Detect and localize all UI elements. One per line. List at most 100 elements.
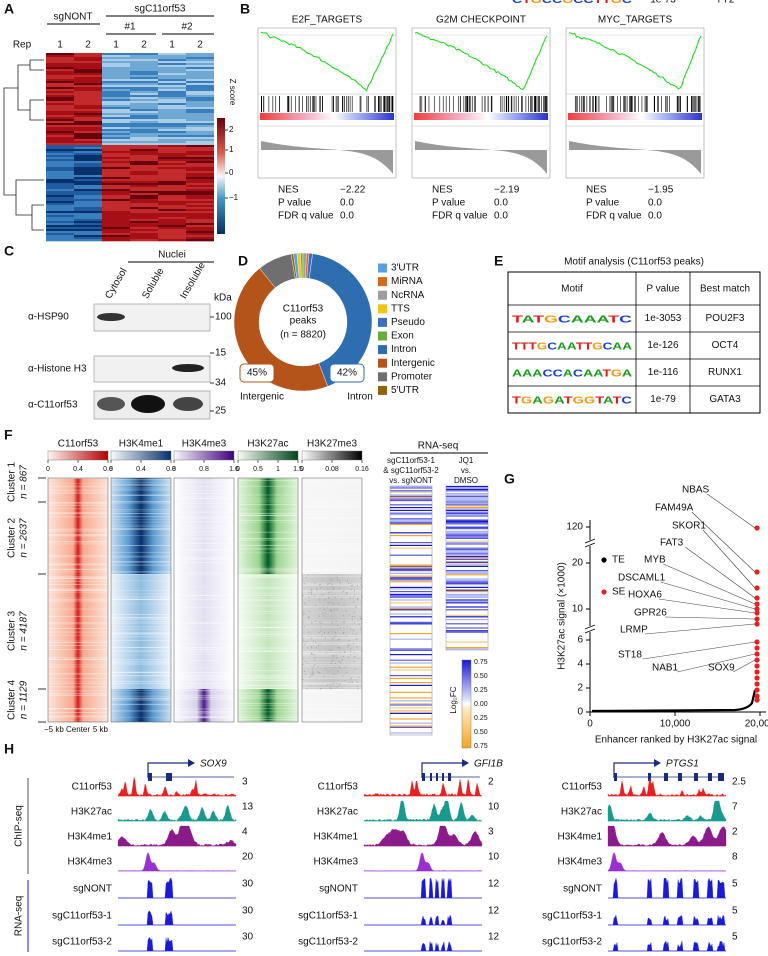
heatmap-cell xyxy=(130,199,158,202)
se-point xyxy=(754,616,760,622)
heatmap-texture xyxy=(336,686,338,688)
heatmap-cell xyxy=(74,147,102,150)
heatmap-texture xyxy=(302,605,362,607)
rep-label: 1 xyxy=(57,40,63,51)
heatmap-cell xyxy=(158,85,186,88)
heatmap-cell xyxy=(130,61,158,64)
heatmap-texture xyxy=(302,607,362,609)
heatmap-cell xyxy=(130,127,158,130)
heatmap-texture xyxy=(111,564,171,566)
heatmap-cell xyxy=(102,167,130,170)
heatmap-row xyxy=(390,684,432,686)
legend-swatch xyxy=(378,317,387,327)
heatmap-texture xyxy=(48,543,108,545)
heatmap-row xyxy=(446,530,488,532)
heatmap-texture xyxy=(48,608,108,610)
heatmap-cell xyxy=(102,141,130,144)
heatmap-texture xyxy=(319,607,321,609)
heatmap-texture xyxy=(48,666,108,668)
stat-value: −2.22 xyxy=(340,185,366,196)
callout-box xyxy=(329,363,365,383)
heatmap-cell xyxy=(46,87,74,90)
heatmap-texture xyxy=(307,640,309,642)
heatmap-cell xyxy=(130,165,158,168)
heatmap-texture xyxy=(353,622,355,624)
heatmap-texture xyxy=(314,582,316,584)
heatmap-row xyxy=(390,669,432,671)
heatmap-cell xyxy=(130,67,158,70)
se-point xyxy=(754,657,760,663)
heatmap-row xyxy=(446,561,488,563)
heatmap-texture xyxy=(356,646,358,648)
se-point xyxy=(754,687,760,693)
gene-label: GPR26 xyxy=(634,608,667,619)
motif-letter: T xyxy=(529,341,537,352)
gsea-title: E2F_TARGETS xyxy=(292,15,363,26)
heatmap-cell xyxy=(74,125,102,128)
heatmap-texture xyxy=(314,595,316,597)
gene-label: FAT3 xyxy=(660,538,684,549)
y-tick-label: 120 xyxy=(566,522,583,533)
heatmap-texture xyxy=(174,518,234,520)
heatmap-cell xyxy=(74,105,102,108)
heatmap-texture xyxy=(111,703,171,705)
heatmap-texture xyxy=(339,580,341,582)
heatmap-cell xyxy=(46,225,74,228)
best-match: RUNX1 xyxy=(708,367,742,378)
heatmap-texture xyxy=(238,512,298,514)
heatmap-texture xyxy=(337,624,339,626)
heatmap-texture xyxy=(310,592,312,594)
heatmap-texture xyxy=(174,503,234,504)
exon xyxy=(718,773,724,781)
heatmap-row xyxy=(446,490,488,492)
heatmap-cell xyxy=(46,183,74,186)
heatmap-texture xyxy=(238,688,298,690)
heatmap-cell xyxy=(186,193,214,196)
heatmap-row xyxy=(446,564,488,566)
scale-tick-label: 0.50 xyxy=(474,673,488,680)
heatmap-row xyxy=(446,508,488,510)
heatmap-texture xyxy=(238,568,298,570)
heatmap-cell xyxy=(158,77,186,80)
heatmap-texture xyxy=(111,535,171,536)
heatmap-cell xyxy=(158,143,186,146)
heatmap-cell xyxy=(74,111,102,114)
heatmap-cell xyxy=(158,105,186,108)
heatmap-texture xyxy=(238,679,298,681)
legend-swatch xyxy=(378,290,387,300)
heatmap-cell xyxy=(158,171,186,174)
heatmap-cell xyxy=(130,149,158,152)
heatmap-row xyxy=(390,522,432,524)
heatmap-cell xyxy=(46,65,74,68)
motif-letter: A xyxy=(532,395,543,406)
heatmap-texture xyxy=(302,483,362,485)
heatmap-cell xyxy=(130,213,158,216)
heatmap-texture xyxy=(360,618,362,620)
motif-letter: G xyxy=(537,341,548,352)
heatmap-texture xyxy=(111,501,171,503)
heatmap-cell xyxy=(74,81,102,84)
motif-letter: A xyxy=(584,314,597,325)
exon xyxy=(614,773,617,781)
heatmap-cell xyxy=(74,197,102,200)
heatmap-cell xyxy=(102,127,130,130)
heatmap-row xyxy=(446,521,488,523)
heatmap-texture xyxy=(302,642,362,643)
heatmap-texture xyxy=(48,641,108,643)
heatmap-cell xyxy=(46,139,74,142)
heatmap-texture xyxy=(238,538,298,539)
heatmap-texture xyxy=(48,589,108,591)
heatmap-texture xyxy=(339,587,341,589)
heatmap-row xyxy=(390,623,432,625)
heatmap-cell xyxy=(158,155,186,158)
heatmap-texture xyxy=(238,545,298,547)
heatmap-texture xyxy=(111,636,171,638)
motif-letter: T xyxy=(594,0,603,6)
heatmap-texture xyxy=(238,521,298,523)
track-label: sgC11orf53-2 xyxy=(52,937,112,948)
heatmap-texture xyxy=(174,647,234,648)
heatmap-texture xyxy=(350,648,352,650)
signal-track xyxy=(364,914,482,926)
heatmap-cell xyxy=(102,129,130,132)
